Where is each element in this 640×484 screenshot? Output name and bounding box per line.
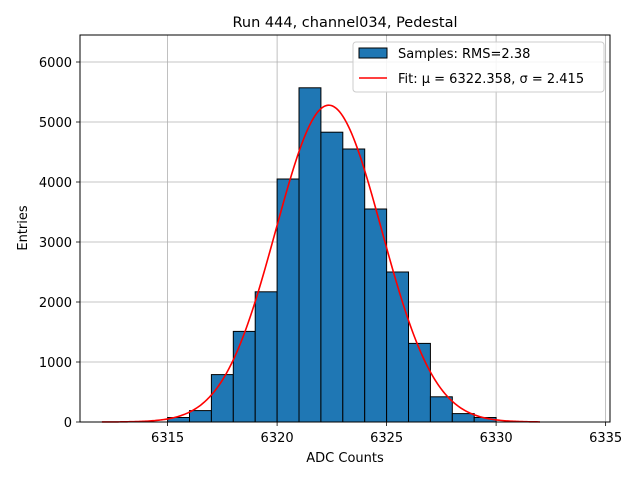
y-tick-label: 6000 (39, 56, 72, 71)
x-tick-label: 6320 (261, 431, 294, 446)
x-axis-ticks: 6315 6320 6325 6330 6335 (151, 422, 622, 446)
legend-fit-label: Fit: μ = 6322.358, σ = 2.415 (398, 72, 584, 87)
y-tick-label: 1000 (39, 356, 72, 371)
x-axis-label: ADC Counts (306, 451, 384, 466)
y-axis-ticks: 0 1000 2000 3000 4000 5000 6000 (39, 56, 80, 431)
histogram-bar (298, 87, 322, 423)
histogram-bar (189, 410, 212, 423)
histogram-bar (254, 291, 278, 423)
y-tick-label: 0 (64, 416, 72, 431)
histogram-bars (167, 87, 497, 423)
histogram-bar (451, 413, 475, 423)
y-axis-label: Entries (16, 205, 31, 251)
histogram-bar (386, 271, 410, 423)
histogram-bar (232, 330, 256, 423)
legend-samples-swatch (358, 47, 388, 59)
x-tick-label: 6315 (151, 431, 184, 446)
x-tick-label: 6325 (370, 431, 403, 446)
histogram-bar (342, 148, 366, 423)
y-tick-label: 2000 (39, 296, 72, 311)
x-tick-label: 6335 (589, 431, 622, 446)
y-tick-label: 3000 (39, 236, 72, 251)
fit-curve (101, 104, 540, 423)
plot-frame (79, 34, 611, 423)
legend-samples-label: Samples: RMS=2.38 (398, 47, 530, 62)
legend: Samples: RMS=2.38 Fit: μ = 6322.358, σ =… (352, 41, 605, 93)
y-tick-label: 4000 (39, 176, 72, 191)
chart-title: Run 444, channel034, Pedestal (232, 15, 457, 31)
histogram-bar (429, 396, 453, 423)
y-tick-label: 5000 (39, 116, 72, 131)
histogram-bar (320, 131, 344, 423)
histogram-bar (408, 342, 431, 423)
fit-line (101, 104, 540, 423)
histogram-bar (210, 374, 234, 423)
legend-box (352, 41, 605, 93)
histogram-bar (364, 208, 388, 423)
x-tick-label: 6330 (480, 431, 513, 446)
